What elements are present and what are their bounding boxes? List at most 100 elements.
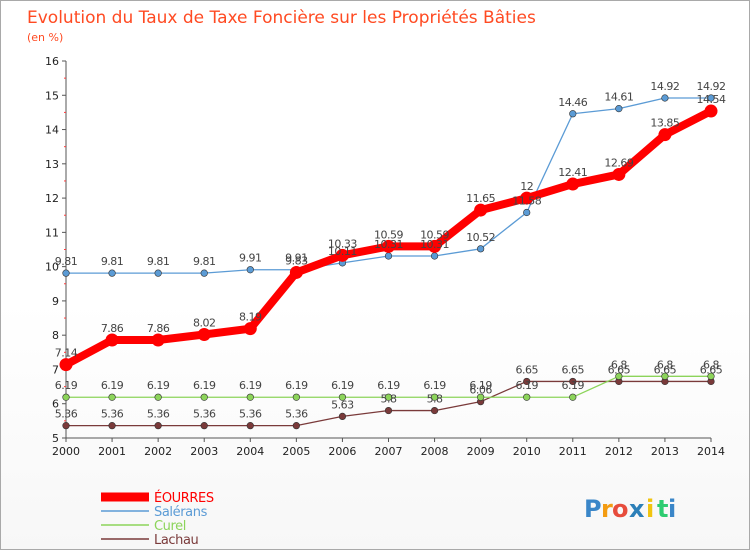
series-3-data-label: 6.65: [608, 363, 631, 376]
x-tick-label: 2010: [513, 445, 541, 458]
series-3-data-label: 6.06: [469, 384, 492, 397]
series-1-data-label: 9.81: [147, 255, 170, 268]
legend-label: ÉOURRES: [154, 490, 214, 506]
series-1-data-label: 14.92: [697, 80, 726, 93]
series-0-point: [151, 333, 165, 347]
series-1-data-label: 10.31: [420, 238, 449, 251]
series-2-point: [569, 393, 577, 401]
series-1-point: [430, 252, 439, 260]
series-3-data-label: 5.8: [427, 393, 443, 406]
series-3-point: [246, 422, 254, 430]
series-2-point: [154, 393, 162, 401]
series-2-data-label: 6.19: [285, 379, 308, 392]
series-0-data-label: 8.02: [193, 316, 216, 329]
series-2-data-label: 6.8: [611, 358, 627, 371]
series-3-point: [200, 422, 208, 430]
series-1-data-label: 14.92: [650, 80, 679, 93]
series-0-data-label: 12.41: [558, 166, 587, 179]
series-1-data-label: 10.31: [374, 238, 403, 251]
series-0-point: [520, 191, 534, 205]
y-tick-label: 5: [52, 432, 59, 445]
series-3-point: [569, 377, 577, 386]
series-2-point: [108, 393, 116, 401]
series-1-point: [200, 269, 208, 277]
series-2-data-label: 6.8: [657, 358, 673, 371]
brand-letter: r: [601, 495, 613, 523]
series-3-point: [292, 422, 300, 430]
series-1-data-label: 9.91: [239, 252, 262, 265]
legend-label: Salérans: [154, 505, 208, 520]
series-3-data-label: 5.36: [239, 408, 262, 421]
series-3-point: [523, 377, 531, 386]
series-layer: [59, 94, 718, 430]
series-1-data-label: 14.61: [604, 91, 633, 104]
x-tick-label: 2008: [421, 445, 449, 458]
series-0-data-label: 10.59: [420, 228, 449, 241]
series-2-point: [246, 393, 254, 401]
x-tick-label: 2004: [236, 445, 264, 458]
series-0-point: [105, 333, 119, 347]
series-3-point: [384, 406, 393, 415]
series-1-point: [62, 269, 70, 277]
y-tick-label: 7: [52, 363, 59, 376]
y-tick-label: 8: [52, 329, 59, 342]
series-2-point: [62, 393, 70, 401]
x-tick-label: 2007: [375, 445, 403, 458]
series-2-data-label: 6.19: [469, 379, 492, 392]
series-3-data-label: 5.63: [331, 398, 354, 411]
series-0-data-label: 12.69: [604, 156, 633, 169]
series-3-data-label: 5.36: [193, 408, 216, 421]
brand-letter: x: [629, 495, 645, 523]
series-2-point: [615, 372, 623, 380]
series-0-data-label: 9.83: [285, 254, 308, 267]
y-tick-label: 10: [45, 261, 59, 274]
series-0-data-label: 7.86: [147, 322, 170, 335]
series-1-point: [246, 266, 254, 274]
series-1-point: [108, 269, 116, 277]
series-2-data-label: 6.19: [239, 379, 262, 392]
series-3-data-label: 6.65: [515, 363, 538, 376]
series-0-point: [335, 248, 349, 262]
x-tick-label: 2006: [328, 445, 356, 458]
series-0-point: [59, 358, 73, 372]
series-3-point: [430, 406, 439, 415]
series-0-point: [658, 128, 672, 142]
brand-letter: o: [612, 495, 629, 523]
legend-label: Curel: [154, 519, 186, 534]
series-2-point: [430, 393, 439, 401]
series-2-data-label: 6.19: [147, 379, 170, 392]
series-2-data-label: 6.19: [193, 379, 216, 392]
series-2-point: [338, 393, 347, 401]
series-0-data-label: 13.85: [650, 117, 679, 130]
series-3-data-label: 5.36: [101, 408, 124, 421]
series-3-data-label: 5.36: [55, 408, 78, 421]
series-2-data-label: 6.19: [515, 379, 538, 392]
brand-letter: P: [584, 495, 602, 523]
x-tick-label: 2013: [651, 445, 679, 458]
series-3-data-label: 5.36: [147, 408, 170, 421]
series-0-data-label: 10.33: [328, 237, 357, 250]
y-tick-label: 12: [45, 192, 59, 205]
series-3-point: [338, 412, 347, 421]
series-1-point: [707, 94, 715, 102]
series-2-point: [523, 393, 531, 401]
series-0-data-label: 8.19: [239, 311, 262, 324]
brand-letter: i: [646, 495, 654, 523]
series-0-point: [382, 239, 395, 253]
series-0-point: [197, 327, 211, 341]
x-tick-label: 2002: [144, 445, 172, 458]
legend-label: Lachau: [154, 533, 199, 548]
series-1-data-label: 9.91: [285, 252, 308, 265]
y-tick-label: 13: [45, 158, 59, 171]
y-tick-label: 9: [52, 295, 59, 308]
series-2-data-label: 6.19: [377, 379, 400, 392]
brand-letter: i: [668, 495, 676, 523]
x-tick-label: 2012: [605, 445, 633, 458]
series-1-point: [477, 245, 485, 253]
y-tick-label: 16: [45, 55, 59, 68]
series-2-data-label: 6.19: [101, 379, 124, 392]
series-1-data-label: 9.81: [101, 255, 124, 268]
series-1-data-label: 9.81: [193, 255, 216, 268]
